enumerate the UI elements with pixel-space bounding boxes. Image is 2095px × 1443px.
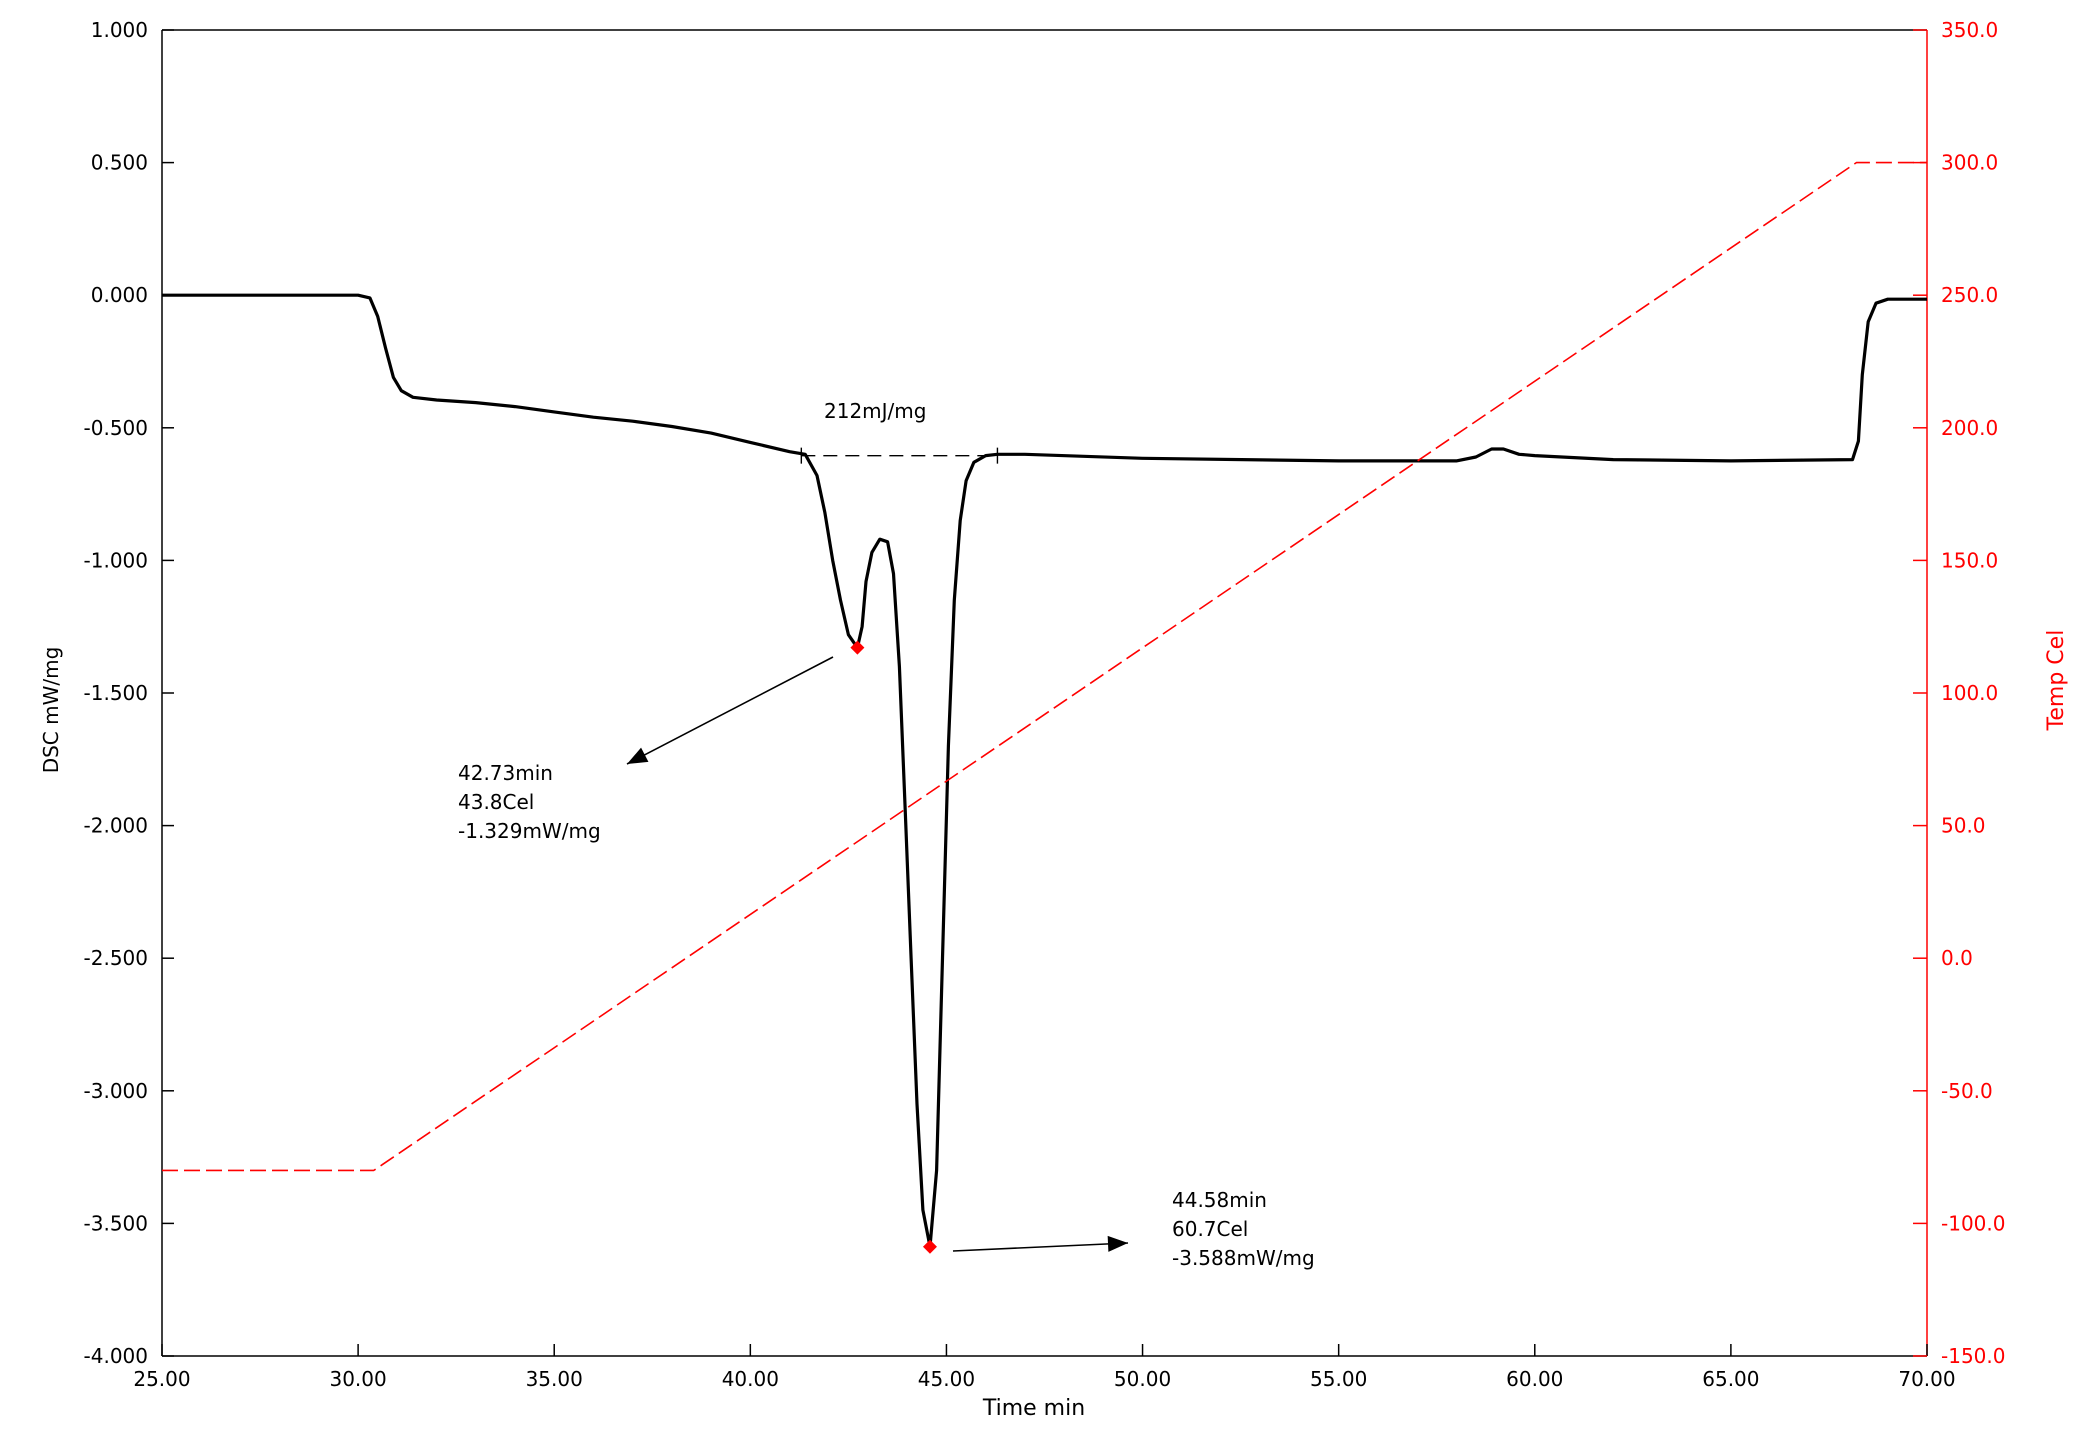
y-right-tick-label: 250.0 (1941, 283, 1998, 307)
annotation-peak-2-line-3: -3.588mW/mg (1172, 1246, 1315, 1270)
y-right-tick-label: 350.0 (1941, 18, 1998, 42)
annotation-enthalpy-text: 212mJ/mg (824, 399, 926, 423)
peak-marker-2 (922, 1239, 937, 1254)
y-left-tick-label: 0.500 (91, 151, 148, 175)
annotation-arrow-1-head (627, 747, 649, 764)
annotation-arrow-2-shaft (952, 1242, 1129, 1252)
y-right-tick-label: -150.0 (1941, 1344, 2005, 1368)
x-tick-label: 60.00 (1506, 1367, 1563, 1391)
y-left-tick-label: 1.000 (91, 18, 148, 42)
annotation-arrow-2-head (1107, 1235, 1128, 1252)
x-tick-label: 30.00 (329, 1367, 386, 1391)
x-tick-label: 45.00 (918, 1367, 975, 1391)
y-axis-left-label: DSC mW/mg (39, 647, 63, 774)
y-right-tick-label: -100.0 (1941, 1211, 2005, 1235)
dsc-series-line (162, 293, 1927, 1249)
y-left-tick-label: -4.000 (84, 1344, 148, 1368)
annotation-peak-2: 44.58min 60.7Cel -3.588mW/mg (1172, 1188, 1315, 1270)
annotation-layer (626, 447, 1129, 1254)
y-right-tick-label: 300.0 (1941, 151, 1998, 175)
y-left-tick-label: -1.500 (84, 681, 148, 705)
annotation-peak-1-line-1: 42.73min (458, 761, 553, 785)
y-left-tick-label: -2.500 (84, 946, 148, 970)
annotation-peak-1: 42.73min 43.8Cel -1.329mW/mg (458, 761, 601, 843)
x-tick-label: 25.00 (133, 1367, 190, 1391)
y-right-tick-label: 0.0 (1941, 946, 1973, 970)
annotation-peak-2-line-2: 60.7Cel (1172, 1217, 1248, 1241)
x-tick-label: 50.00 (1114, 1367, 1171, 1391)
annotation-peak-2-line-1: 44.58min (1172, 1188, 1267, 1212)
y-left-tick-label: -0.500 (84, 416, 148, 440)
peak-marker-1 (850, 640, 865, 655)
series-layer (162, 161, 1927, 1249)
x-tick-label: 70.00 (1898, 1367, 1955, 1391)
x-axis-label: Time min (982, 1396, 1085, 1421)
x-tick-label: 55.00 (1310, 1367, 1367, 1391)
y-right-tick-label: 100.0 (1941, 681, 1998, 705)
y-left-tick-label: -3.000 (84, 1079, 148, 1103)
x-tick-label: 35.00 (526, 1367, 583, 1391)
y-left-tick-label: -2.000 (84, 814, 148, 838)
temperature-series-line (162, 161, 1927, 1172)
annotation-arrow-1-shaft (626, 656, 834, 765)
x-tick-label: 40.00 (722, 1367, 779, 1391)
y-left-tick-label: 0.000 (91, 283, 148, 307)
axes-layer: 25.00 30.00 35.00 40.00 45.00 50.00 55.00 60.00… (84, 18, 2006, 1391)
y-right-tick-label: 50.0 (1941, 814, 1986, 838)
y-left-tick-label: -3.500 (84, 1211, 148, 1235)
y-right-tick-label: -50.0 (1941, 1079, 1993, 1103)
y-right-tick-label: 150.0 (1941, 548, 1998, 572)
y-axis-right-label: Temp Cel (2044, 630, 2069, 732)
y-right-tick-label: 200.0 (1941, 416, 1998, 440)
x-tick-label: 65.00 (1702, 1367, 1759, 1391)
y-left-tick-label: -1.000 (84, 548, 148, 572)
annotation-peak-1-line-2: 43.8Cel (458, 790, 534, 814)
annotation-enthalpy: 212mJ/mg (824, 399, 926, 423)
annotation-peak-1-line-3: -1.329mW/mg (458, 819, 601, 843)
